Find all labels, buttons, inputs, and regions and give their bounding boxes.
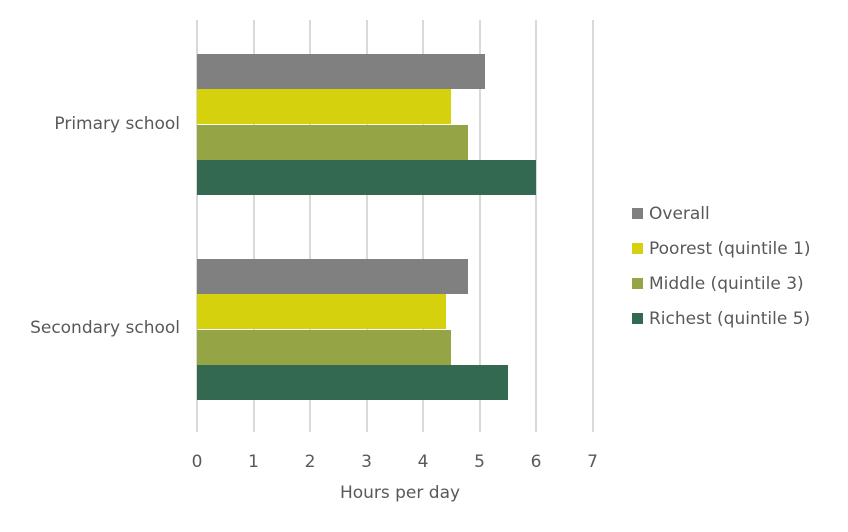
bar	[197, 54, 486, 89]
legend: Overall Poorest (quintile 1) Middle (qui…	[632, 196, 811, 336]
gridline	[591, 20, 594, 432]
gridline	[309, 20, 311, 432]
bar	[197, 124, 469, 160]
legend-item-poorest: Poorest (quintile 1)	[632, 231, 811, 266]
legend-swatch-icon	[632, 278, 643, 289]
bar	[197, 364, 508, 400]
plot-area	[196, 20, 594, 432]
x-tick-label: 6	[530, 452, 542, 472]
gridline	[422, 20, 424, 432]
gridline	[535, 20, 537, 432]
bar	[197, 89, 452, 125]
category-label-secondary: Secondary school	[30, 318, 180, 338]
x-tick-label: 5	[474, 452, 485, 472]
category-label-primary: Primary school	[54, 114, 180, 134]
x-axis-label: Hours per day	[339, 483, 461, 503]
legend-item-overall: Overall	[632, 196, 811, 231]
x-tick-label: 2	[304, 452, 316, 472]
gridline	[365, 20, 368, 432]
gridline	[478, 20, 481, 432]
x-tick-label: 4	[417, 452, 429, 472]
bar	[197, 159, 536, 195]
bar	[197, 329, 452, 365]
x-tick-label: 1	[248, 452, 259, 472]
legend-swatch-icon	[632, 243, 643, 254]
legend-item-middle: Middle (quintile 3)	[632, 266, 811, 301]
x-tick-label: 3	[361, 452, 372, 472]
bar	[197, 259, 469, 294]
gridline	[252, 20, 255, 432]
legend-item-richest: Richest (quintile 5)	[632, 301, 811, 336]
bar	[197, 294, 446, 330]
x-tick-label: 7	[587, 452, 598, 472]
legend-swatch-icon	[632, 313, 643, 324]
gridline	[196, 20, 198, 432]
x-tick-label: 0	[191, 452, 203, 472]
legend-swatch-icon	[632, 208, 643, 219]
